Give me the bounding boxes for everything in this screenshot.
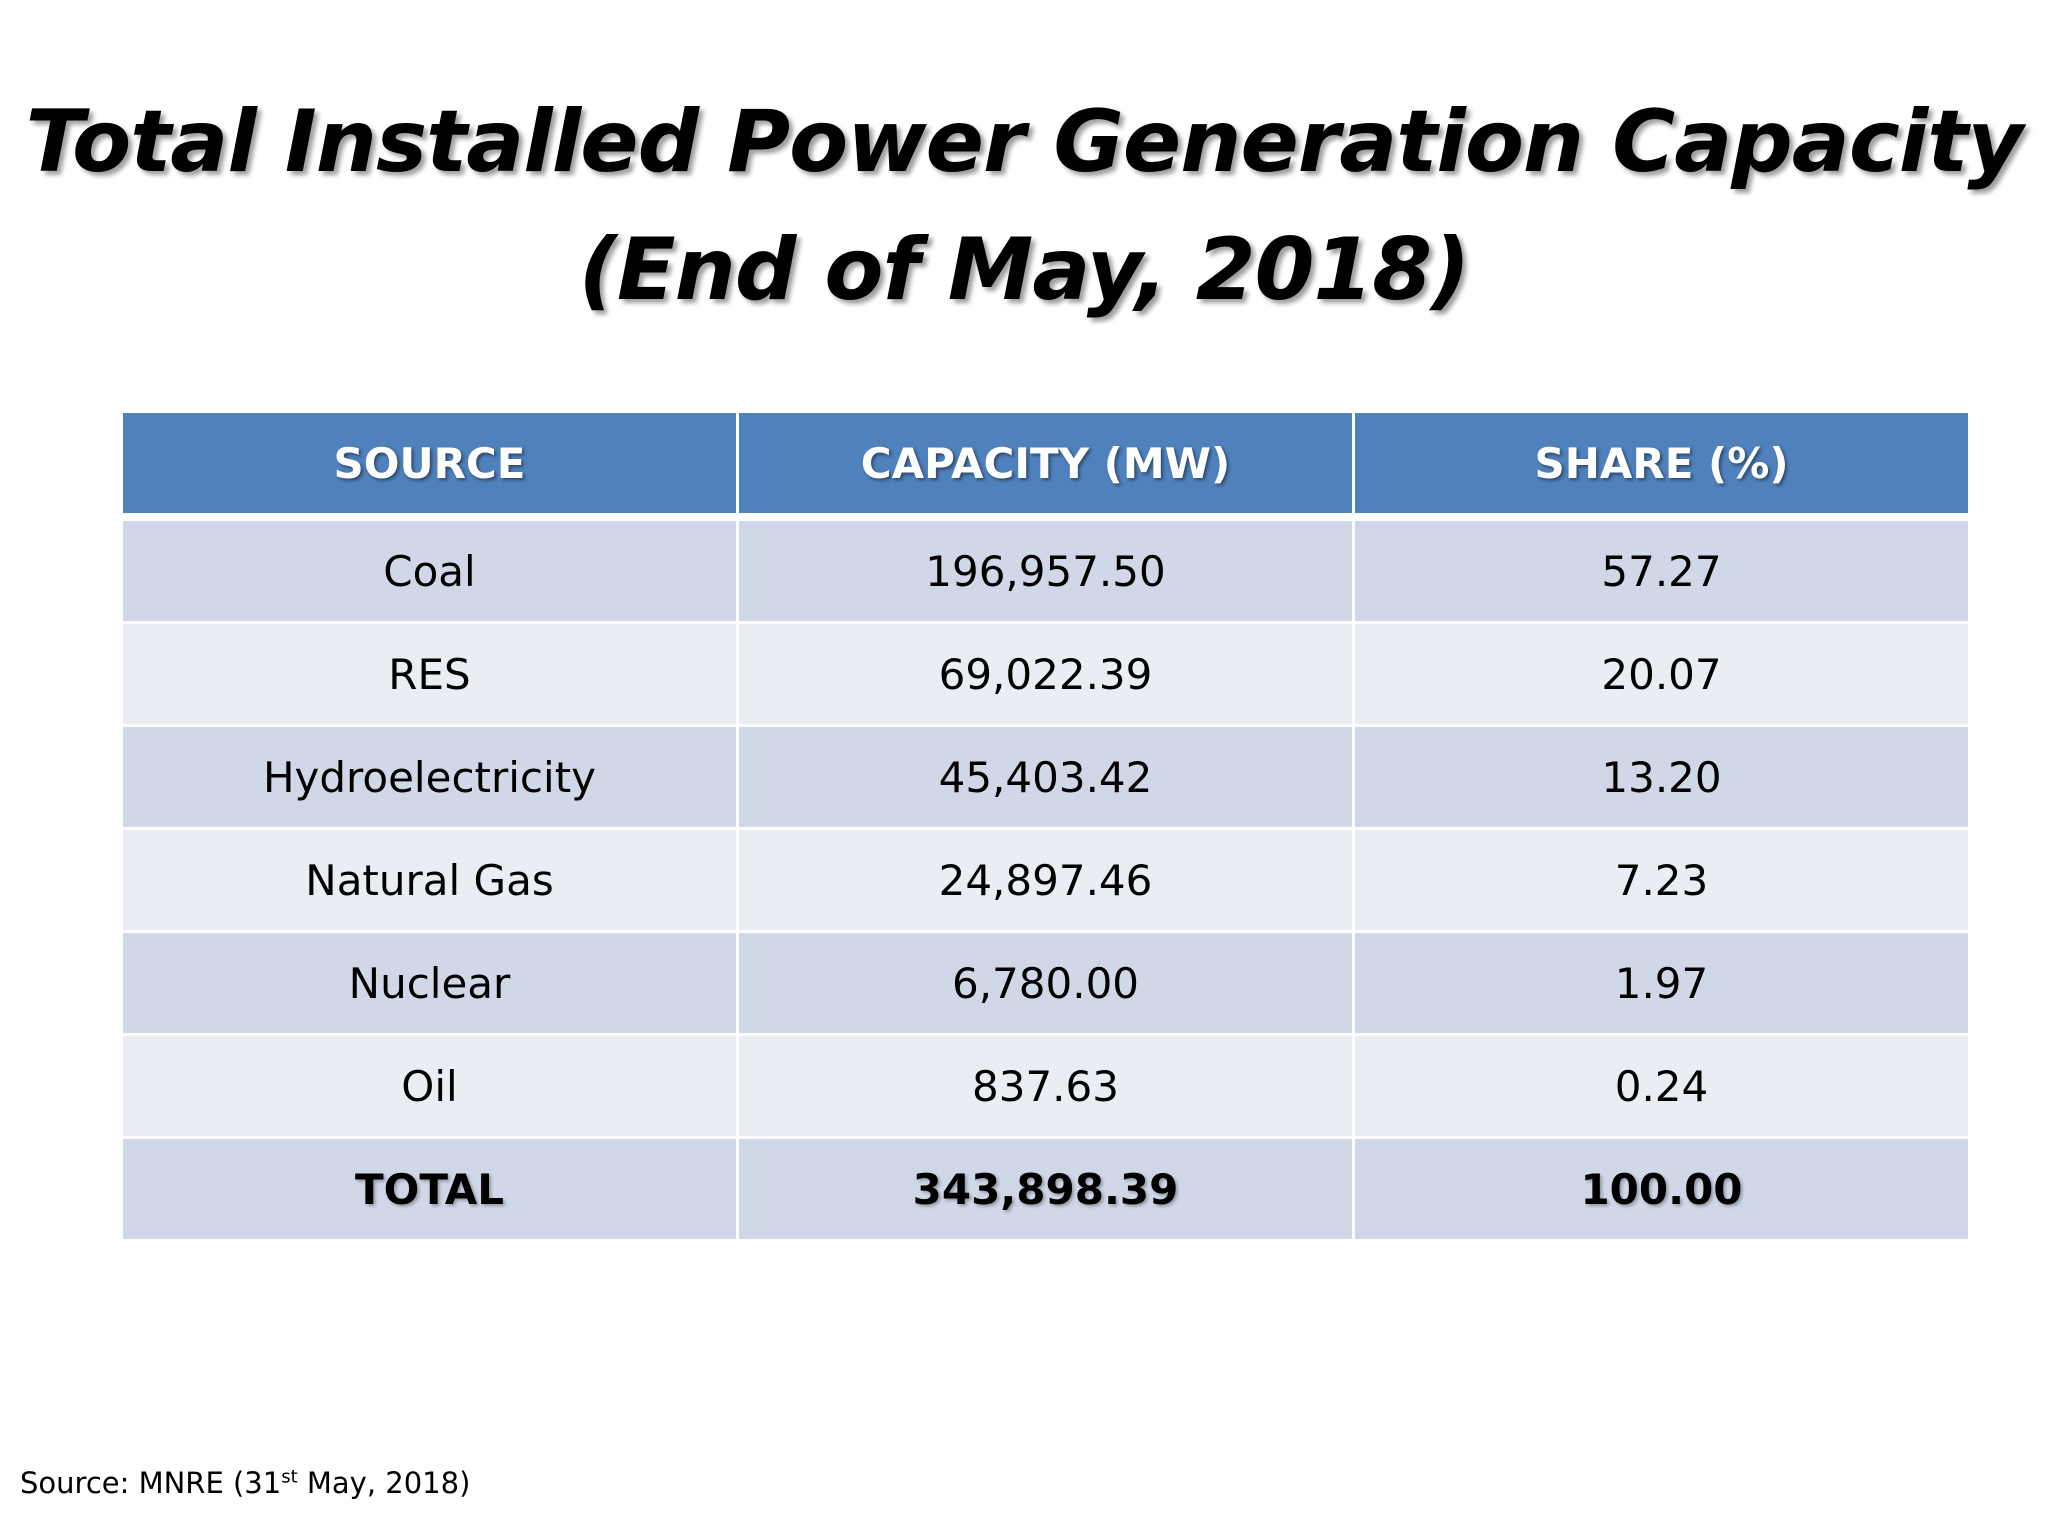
table-header-row: SOURCE CAPACITY (MW) SHARE (%): [120, 410, 1971, 521]
cell-source: RES: [120, 621, 739, 727]
cell-share: 1.97: [1352, 930, 1971, 1036]
table-row: RES 69,022.39 20.07: [120, 621, 1971, 727]
cell-share: 7.23: [1352, 827, 1971, 933]
slide-title: Total Installed Power Generation Capacit…: [0, 78, 2048, 334]
table-total-row: TOTAL 343,898.39 100.00: [120, 1136, 1971, 1242]
cell-share: 57.27: [1352, 515, 1971, 624]
cell-capacity: 6,780.00: [736, 930, 1355, 1036]
header-source: SOURCE: [120, 410, 739, 521]
table-row: Coal 196,957.50 57.27: [120, 515, 1971, 624]
cell-source: Nuclear: [120, 930, 739, 1036]
header-share: SHARE (%): [1352, 410, 1971, 521]
table-row: Nuclear 6,780.00 1.97: [120, 930, 1971, 1036]
header-capacity: CAPACITY (MW): [736, 410, 1355, 521]
table-row: Hydroelectricity 45,403.42 13.20: [120, 724, 1971, 830]
table-row: Natural Gas 24,897.46 7.23: [120, 827, 1971, 933]
cell-capacity: 45,403.42: [736, 724, 1355, 830]
source-note: Source: MNRE (31st May, 2018): [20, 1466, 470, 1500]
cell-share: 20.07: [1352, 621, 1971, 727]
cell-capacity: 69,022.39: [736, 621, 1355, 727]
cell-source: Coal: [120, 515, 739, 624]
cell-capacity: 837.63: [736, 1033, 1355, 1139]
total-share: 100.00: [1352, 1136, 1971, 1242]
source-superscript: st: [281, 1466, 298, 1488]
cell-source: Natural Gas: [120, 827, 739, 933]
capacity-table: SOURCE CAPACITY (MW) SHARE (%) Coal 196,…: [120, 410, 1971, 1242]
source-prefix: Source: MNRE (31: [20, 1466, 282, 1500]
title-line-1: Total Installed Power Generation Capacit…: [25, 92, 2024, 192]
total-label: TOTAL: [120, 1136, 739, 1242]
cell-source: Hydroelectricity: [120, 724, 739, 830]
cell-share: 13.20: [1352, 724, 1971, 830]
title-line-2: (End of May, 2018): [578, 220, 1471, 320]
total-capacity: 343,898.39: [736, 1136, 1355, 1242]
table-row: Oil 837.63 0.24: [120, 1033, 1971, 1139]
cell-capacity: 24,897.46: [736, 827, 1355, 933]
cell-share: 0.24: [1352, 1033, 1971, 1139]
cell-source: Oil: [120, 1033, 739, 1139]
source-suffix: May, 2018): [297, 1466, 471, 1500]
cell-capacity: 196,957.50: [736, 515, 1355, 624]
